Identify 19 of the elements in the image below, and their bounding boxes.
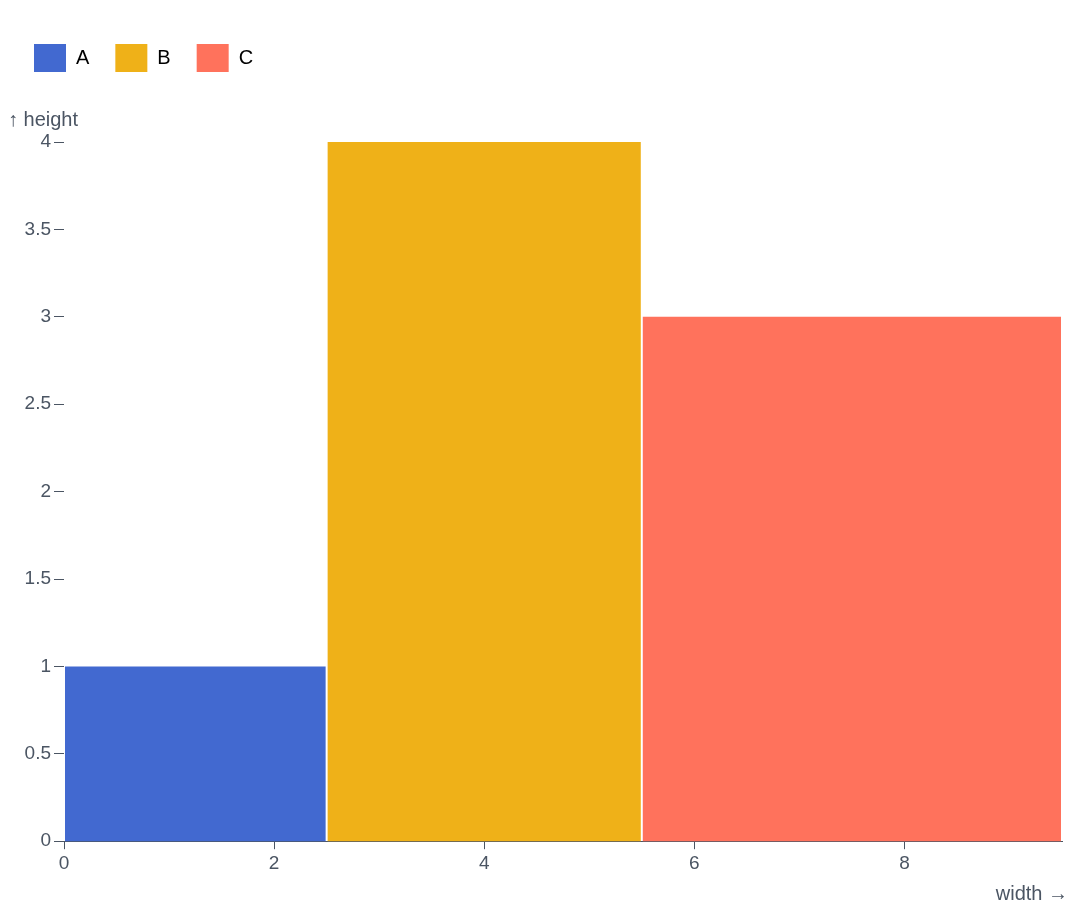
y-tick-label: 4 (40, 130, 52, 152)
y-tick-label: 2 (40, 479, 51, 501)
legend-label: C (238, 45, 254, 68)
y-axis-title: ↑ height (8, 107, 79, 130)
y-tick-label: 0.5 (24, 742, 51, 764)
x-axis-title: width → (994, 881, 1068, 904)
x-tick-label: 8 (899, 851, 910, 873)
y-tick-label: 1.5 (24, 567, 51, 589)
y-tick-label: 2.5 (24, 392, 51, 414)
x-tick-label: 0 (58, 851, 70, 873)
y-tick-label: 1 (40, 654, 51, 676)
x-tick-label: 4 (478, 851, 490, 873)
y-tick-label: 0 (40, 829, 51, 851)
y-tick-label: 3 (40, 305, 51, 327)
legend-label: B (157, 45, 171, 68)
x-tick-label: 6 (689, 851, 700, 873)
legend-label: A (76, 45, 90, 68)
y-tick-label: 3.5 (24, 217, 51, 239)
x-tick-label: 2 (268, 851, 280, 873)
